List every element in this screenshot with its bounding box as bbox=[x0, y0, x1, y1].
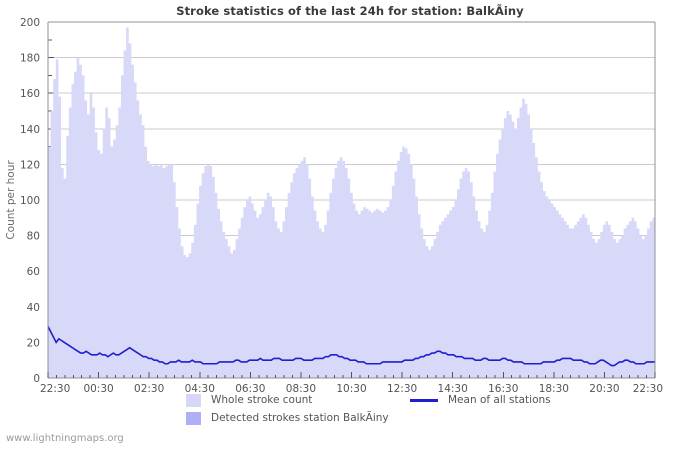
svg-text:40: 40 bbox=[27, 302, 40, 314]
svg-text:18:30: 18:30 bbox=[539, 383, 569, 392]
svg-text:80: 80 bbox=[27, 231, 40, 243]
svg-text:0: 0 bbox=[33, 373, 40, 385]
svg-text:02:30: 02:30 bbox=[134, 383, 164, 392]
svg-text:60: 60 bbox=[27, 266, 40, 278]
svg-text:180: 180 bbox=[20, 53, 40, 65]
legend-item-whole-stroke-count: Whole stroke count bbox=[186, 392, 312, 408]
svg-text:Count per hour: Count per hour bbox=[5, 160, 17, 240]
svg-text:10:30: 10:30 bbox=[336, 383, 366, 392]
footer-watermark: www.lightningmaps.org bbox=[6, 433, 124, 444]
legend-line-mean-all-stations bbox=[410, 398, 438, 402]
legend-label-mean-all-stations: Mean of all stations bbox=[448, 394, 551, 406]
svg-text:20:30: 20:30 bbox=[589, 383, 619, 392]
svg-text:14:30: 14:30 bbox=[438, 383, 468, 392]
svg-text:140: 140 bbox=[20, 124, 40, 136]
legend-swatch-detected-station bbox=[186, 411, 201, 425]
svg-text:20: 20 bbox=[27, 337, 40, 349]
chart-title: Stroke statistics of the last 24h for st… bbox=[176, 4, 524, 18]
legend-label-whole-stroke-count: Whole stroke count bbox=[211, 394, 313, 406]
svg-text:08:30: 08:30 bbox=[286, 383, 316, 392]
svg-text:120: 120 bbox=[20, 159, 40, 171]
legend-item-detected-station: Detected strokes station BalkÃiny bbox=[186, 410, 389, 426]
legend-item-mean-all-stations: Mean of all stations bbox=[410, 392, 551, 408]
svg-text:16:30: 16:30 bbox=[488, 383, 518, 392]
chart-legend: Whole stroke count Detected strokes stat… bbox=[0, 392, 700, 432]
legend-label-detected-station: Detected strokes station BalkÃiny bbox=[211, 412, 389, 424]
svg-text:22:30: 22:30 bbox=[633, 383, 663, 392]
svg-text:22:30: 22:30 bbox=[40, 383, 70, 392]
svg-text:160: 160 bbox=[20, 88, 40, 100]
svg-text:200: 200 bbox=[20, 17, 40, 29]
svg-text:00:30: 00:30 bbox=[83, 383, 113, 392]
legend-swatch-whole-stroke-count bbox=[186, 393, 201, 407]
svg-text:100: 100 bbox=[20, 195, 40, 207]
svg-text:04:30: 04:30 bbox=[185, 383, 215, 392]
svg-text:06:30: 06:30 bbox=[235, 383, 265, 392]
svg-text:12:30: 12:30 bbox=[387, 383, 417, 392]
chart-plot-area: 0 20 40 60 80 100 120 140 160 180 200 22:30 00:30 02:… bbox=[5, 17, 663, 392]
